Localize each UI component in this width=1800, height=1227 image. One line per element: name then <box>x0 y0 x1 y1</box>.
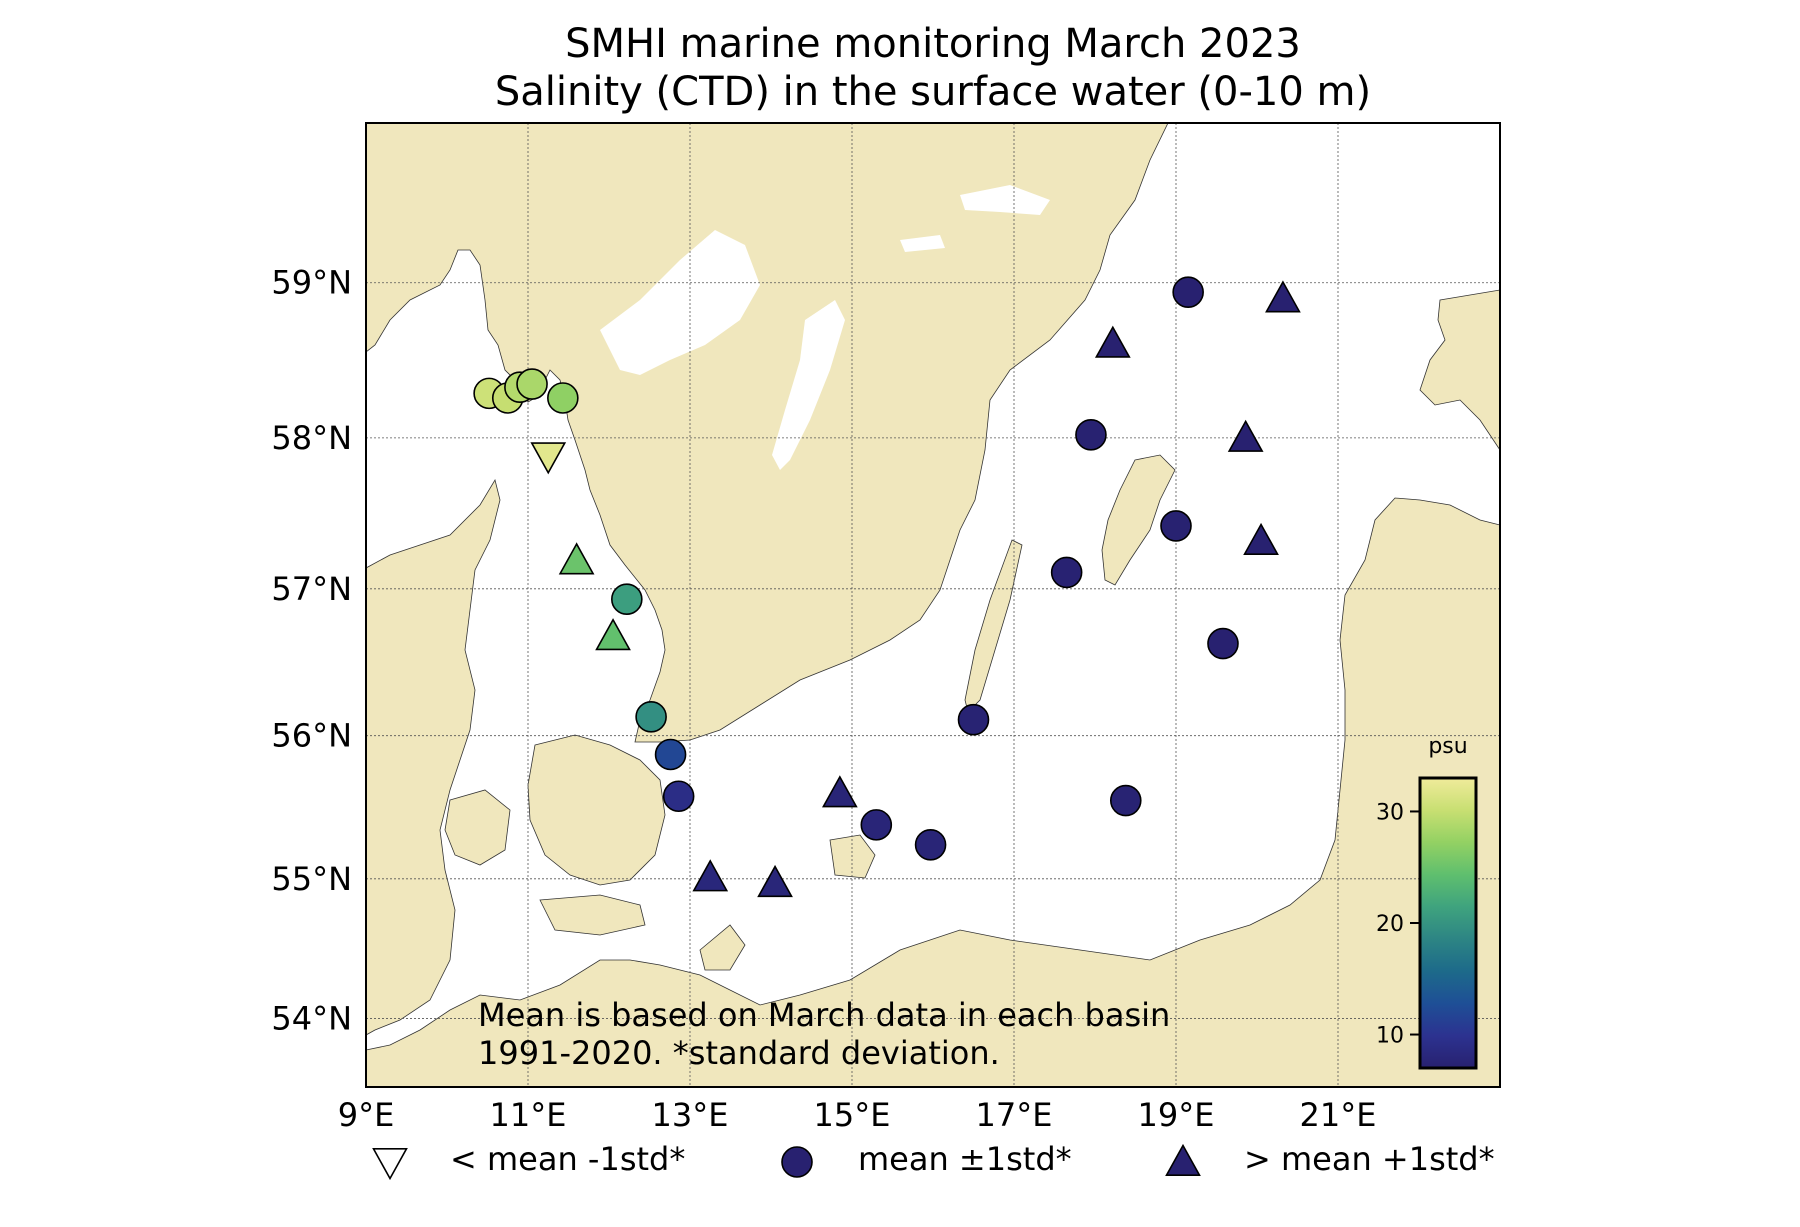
lat-tick-label: 57°N <box>271 570 352 608</box>
lon-tick-label: 9°E <box>338 1096 395 1134</box>
lon-tick-label: 19°E <box>1138 1096 1215 1134</box>
station-circle <box>1160 510 1192 542</box>
land-bornholm <box>829 834 876 879</box>
colorbar-tick-label: 10 <box>1376 1024 1404 1049</box>
title-line-1: SMHI marine monitoring March 2023 <box>565 21 1301 67</box>
legend-marker-triangle-up <box>1165 1143 1201 1176</box>
station-circle <box>1207 627 1239 660</box>
station-circle <box>914 829 947 861</box>
map-title: SMHI marine monitoring March 2023 Salini… <box>0 20 1800 116</box>
lon-tick-label: 11°E <box>490 1096 567 1134</box>
colorbar: psu 30 20 10 <box>1376 734 1478 1070</box>
legend-label: mean ±1std* <box>858 1140 1072 1178</box>
station-triangle-down <box>530 442 567 475</box>
station-circle <box>1109 784 1142 817</box>
colorbar-tick-label: 20 <box>1376 912 1404 937</box>
map-frame <box>365 122 1501 1088</box>
land-funen <box>444 789 511 866</box>
station-circle <box>662 780 695 813</box>
station-triangle-up <box>821 775 858 808</box>
legend-label: < mean -1std* <box>450 1140 685 1178</box>
lake-hjalmaren <box>900 235 945 252</box>
title-line-2: Salinity (CTD) in the surface water (0-1… <box>494 69 1372 115</box>
station-triangle-up <box>1243 522 1279 555</box>
gridlines <box>365 123 1500 1087</box>
station-triangle-up <box>757 864 793 898</box>
latitude-labels: 59°N 58°N 57°N 56°N 55°N 54°N <box>271 264 352 1038</box>
lat-tick-label: 58°N <box>271 419 352 457</box>
land-jutland <box>366 478 501 1036</box>
colorbar-label: psu <box>1428 734 1467 759</box>
station-circle <box>1075 419 1107 451</box>
station-triangle-up <box>558 542 595 575</box>
lon-tick-label: 17°E <box>976 1096 1053 1134</box>
station-triangle-up <box>1265 280 1301 313</box>
station-circle <box>516 368 548 400</box>
land-zealand <box>527 734 666 886</box>
colorbar-bar <box>1418 776 1478 1070</box>
lake-vanern <box>600 230 760 375</box>
lake-malaren <box>960 185 1050 215</box>
legend-marker-circle <box>781 1146 813 1178</box>
lake-vattern <box>772 300 845 470</box>
land-lolland <box>539 894 646 936</box>
marker-legend: < mean -1std* mean ±1std* > mean +1std* <box>372 1140 1495 1181</box>
land-estonia <box>1419 289 1500 451</box>
land-scandinavia <box>366 123 1169 743</box>
station-circle <box>860 809 893 841</box>
lon-tick-label: 13°E <box>652 1096 729 1134</box>
station-circle <box>957 703 990 736</box>
land-baltic-south <box>366 497 1500 1087</box>
lat-tick-label: 55°N <box>271 860 352 898</box>
lat-tick-label: 59°N <box>271 264 352 302</box>
land-gotland <box>1101 454 1176 586</box>
note-line-2: 1991-2020. *standard deviation. <box>478 1034 1000 1072</box>
colorbar-tick-label: 30 <box>1376 800 1404 825</box>
station-circle <box>1050 556 1083 589</box>
station-circle <box>611 583 643 616</box>
longitude-labels: 9°E 11°E 13°E 15°E 17°E 19°E 21°E <box>338 1096 1377 1134</box>
legend-marker-triangle-down <box>372 1148 408 1181</box>
lat-tick-label: 56°N <box>271 717 352 755</box>
lon-tick-label: 21°E <box>1300 1096 1377 1134</box>
land-layer <box>366 123 1500 1087</box>
station-triangle-up <box>595 618 631 651</box>
station-circle <box>635 701 667 733</box>
land-rugen <box>699 924 746 971</box>
colorbar-ticks: 30 20 10 <box>1376 800 1420 1049</box>
station-triangle-up <box>692 859 729 892</box>
station-circle <box>547 382 579 414</box>
station-circle <box>654 738 687 771</box>
station-circle <box>1172 276 1204 308</box>
legend-label: > mean +1std* <box>1244 1140 1495 1178</box>
stations-layer <box>473 276 1301 898</box>
lat-tick-label: 54°N <box>271 999 352 1037</box>
lon-tick-label: 15°E <box>814 1096 891 1134</box>
station-triangle-up <box>1094 325 1131 358</box>
station-triangle-up <box>1227 419 1264 452</box>
lakes-layer <box>600 185 1050 470</box>
note-line-1: Mean is based on March data in each basi… <box>478 996 1170 1034</box>
